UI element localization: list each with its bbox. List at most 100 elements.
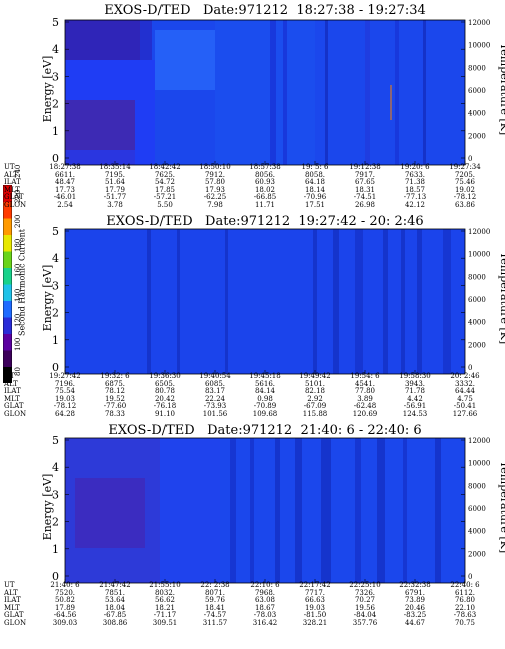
ephemeris-value: 19:27:34 [449, 163, 481, 171]
y2-axis-label: Temperature [K] [498, 43, 505, 135]
ephemeris-value: 8058. [304, 170, 326, 179]
ephemeris-value: 19.03 [304, 603, 326, 612]
spectrogram-3-image [65, 438, 465, 583]
ephemeris-value: 19.03 [54, 394, 76, 403]
ephemeris-value: 5.50 [157, 201, 173, 209]
ephemeris-value: 22:40: 6 [450, 581, 480, 589]
ephemeris-value: 7968. [254, 588, 276, 597]
ephemeris-value: 21:47:42 [99, 581, 131, 589]
ephemeris-value: -74.51 [353, 193, 377, 202]
ephemeris-value: 63.08 [254, 596, 276, 605]
y2-tick-label: 12000 [468, 228, 490, 236]
y-tick-label: 4 [52, 43, 59, 56]
ephemeris-value: 115.88 [302, 410, 328, 418]
ephemeris-value: -78.12 [53, 402, 77, 411]
y2-tick-label: 10000 [468, 251, 490, 259]
ephemeris-value: 22:17:42 [299, 581, 331, 589]
ephemeris-value: 19:20: 6 [400, 163, 430, 171]
ephemeris-value: 70.27 [354, 596, 376, 605]
ephemeris-value: 2.92 [307, 394, 323, 403]
colorbar-segment [3, 251, 12, 268]
ephemeris-value: 19.02 [454, 185, 476, 194]
colorbar-tick-label: 80 [14, 367, 22, 376]
ephemeris-value: -70.89 [253, 402, 277, 411]
ephemeris-value: -56.91 [403, 402, 427, 411]
ephemeris-value: 18:35:14 [99, 163, 131, 171]
ephemeris-value: 76.80 [454, 596, 476, 605]
ephemeris-value: 21:40: 6 [50, 581, 80, 589]
y-axis-label: Energy [eV] [41, 474, 54, 541]
ephemeris-value: 20.42 [154, 394, 176, 403]
ephemeris-value: 50.82 [54, 596, 76, 605]
ephemeris-value: 21:55:10 [149, 581, 181, 589]
ephemeris-value: 4.42 [407, 394, 423, 403]
colorbar-segment [3, 201, 12, 219]
ephemeris-value: 22.10 [454, 603, 476, 612]
y2-tick-label: 0 [468, 573, 472, 581]
colorbar-segment [3, 218, 12, 235]
ephemeris-value: -73.93 [203, 402, 227, 411]
y-tick-label: 2 [52, 307, 59, 320]
y2-tick-label: 2000 [468, 550, 486, 558]
ephemeris-value: 73.89 [404, 596, 426, 605]
y-axis-label: Energy [eV] [41, 56, 54, 123]
ephemeris-value: -64.56 [53, 611, 77, 620]
ephemeris-value: -62.48 [353, 402, 377, 411]
y2-tick-label: 10000 [468, 460, 490, 468]
ephemeris-value: 19:12:38 [349, 163, 381, 171]
y-axis-label: Energy [eV] [41, 265, 54, 332]
ephemeris-value: 7912. [204, 170, 226, 179]
ephemeris-value: 8071. [204, 588, 226, 597]
y-tick-label: 3 [52, 488, 59, 501]
ephemeris-value: 17.93 [204, 185, 226, 194]
y2-tick-label: 10000 [468, 42, 490, 50]
ephemeris-value: 44.67 [404, 619, 426, 627]
spectrogram-panel-2 [65, 229, 465, 374]
y2-tick-label: 6000 [468, 87, 486, 95]
ephemeris-value: 42.12 [404, 201, 426, 209]
ephemeris-value: 6085. [204, 379, 226, 388]
ephemeris-value: 60.93 [254, 178, 276, 187]
ephemeris-value: 328.21 [302, 619, 328, 627]
ephemeris-value: 19.52 [104, 394, 126, 403]
ephemeris-value: 64.18 [304, 178, 326, 187]
ephemeris-value: 7851. [104, 588, 126, 597]
ephemeris-value: 22: 2:38 [200, 581, 230, 589]
spectrogram-panel-1 [65, 20, 465, 165]
ephemeris-value: 17.89 [54, 603, 76, 612]
ephemeris-value: 17.85 [154, 185, 176, 194]
ephemeris-value: 18.04 [104, 603, 126, 612]
y-tick-label: 5 [52, 225, 59, 238]
ephemeris-value: 84.14 [254, 387, 276, 396]
ephemeris-row-label: MLT [4, 185, 20, 194]
ephemeris-value: 83.17 [204, 387, 226, 396]
colorbar [2, 184, 13, 384]
ephemeris-value: 48.47 [54, 178, 76, 187]
y2-tick-label: 6000 [468, 296, 486, 304]
ephemeris-value: 6611. [54, 170, 76, 179]
ephemeris-value: 18.02 [254, 185, 276, 194]
ephemeris-value: 75.46 [454, 178, 476, 187]
ephemeris-value: -50.41 [453, 402, 477, 411]
ephemeris-value: -77.13 [403, 193, 427, 202]
ephemeris-value: 75.54 [54, 387, 76, 396]
ephemeris-row-label: GLAT [4, 402, 24, 411]
ephemeris-value: 8056. [254, 170, 276, 179]
ephemeris-value: -71.17 [153, 611, 177, 620]
ephemeris-value: 120.69 [352, 410, 378, 418]
ephemeris-value: 19:49:42 [299, 372, 331, 380]
ephemeris-value: 18:27:38 [49, 163, 81, 171]
ephemeris-value: 5101. [304, 379, 326, 388]
ephemeris-value: 6875. [104, 379, 126, 388]
ephemeris-row-label: UT [4, 163, 15, 171]
ephemeris-value: 6791. [404, 588, 426, 597]
y2-tick-label: 2000 [468, 341, 486, 349]
ephemeris-value: -78.12 [453, 193, 477, 202]
ephemeris-value: 66.63 [304, 596, 326, 605]
ephemeris-value: 3943. [404, 379, 426, 388]
ephemeris-value: 7326. [354, 588, 376, 597]
colorbar-segment [3, 284, 12, 301]
ephemeris-value: 56.62 [154, 596, 176, 605]
spectrogram-panel-3 [65, 438, 465, 583]
y-tick-label: 1 [52, 125, 59, 138]
